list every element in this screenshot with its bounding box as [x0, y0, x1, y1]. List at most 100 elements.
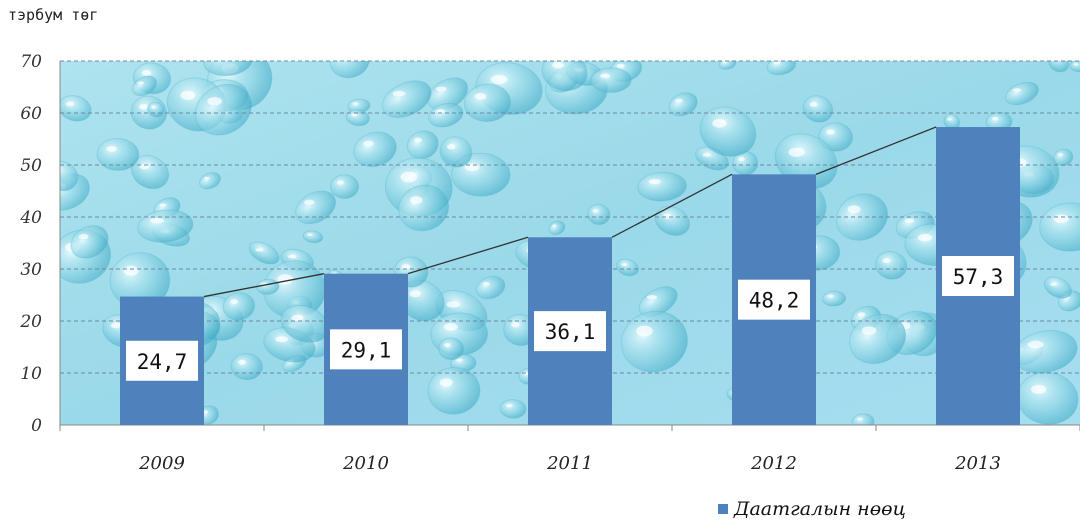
x-tick-label: 2013	[954, 453, 1001, 474]
droplet	[668, 92, 698, 117]
droplet-highlight	[506, 403, 513, 408]
droplet	[621, 310, 688, 373]
droplet-highlight	[456, 358, 463, 362]
y-tick-label: 70	[20, 52, 42, 72]
droplet-highlight	[738, 156, 745, 162]
droplet	[802, 95, 834, 123]
droplet	[822, 290, 847, 307]
droplet	[638, 286, 678, 317]
y-tick-label: 60	[20, 104, 42, 124]
x-tick-label: 2012	[750, 453, 797, 474]
droplet	[637, 171, 687, 202]
trend-segment	[407, 236, 529, 275]
data-label-box	[534, 311, 606, 352]
droplet	[194, 83, 252, 136]
droplet-highlight	[351, 113, 358, 117]
droplet	[699, 106, 757, 157]
droplet-highlight	[414, 137, 422, 143]
droplet-highlight	[552, 224, 557, 227]
y-tick-label: 50	[20, 156, 42, 176]
droplet-highlight	[1027, 340, 1044, 349]
droplet-highlight	[204, 176, 210, 180]
droplet	[439, 136, 473, 168]
droplet	[427, 366, 481, 415]
droplet	[616, 258, 639, 277]
droplet	[463, 83, 512, 122]
y-axis: 0 10 20 30 40 50 60 70	[19, 52, 61, 436]
trend-segment	[815, 126, 937, 175]
droplet-highlight	[106, 146, 117, 152]
droplet-highlight	[275, 336, 289, 343]
droplet-highlight	[592, 209, 599, 213]
droplet-highlight	[552, 61, 564, 69]
droplet-highlight	[1073, 63, 1079, 66]
droplet	[302, 230, 324, 244]
droplet-highlight	[788, 147, 805, 157]
droplet	[199, 172, 221, 190]
droplet-highlight	[151, 105, 156, 109]
y-tick-label: 10	[20, 364, 42, 384]
data-label-box	[126, 340, 198, 381]
droplet	[353, 131, 397, 168]
droplet	[541, 61, 588, 92]
droplet	[1069, 61, 1080, 73]
droplet	[499, 399, 527, 419]
droplet	[875, 251, 908, 280]
droplet-highlight	[648, 179, 661, 185]
droplet-highlight	[857, 312, 866, 317]
trend-line	[203, 126, 937, 298]
droplet-highlight	[712, 119, 727, 128]
droplet	[295, 190, 337, 225]
droplet	[590, 67, 632, 93]
legend: Даатгалын нөөц	[718, 498, 906, 520]
data-label-box	[330, 329, 402, 370]
droplet-highlight	[1058, 152, 1063, 156]
droplet	[818, 122, 854, 152]
x-tick-label: 2010	[342, 453, 389, 474]
y-tick-label: 0	[31, 416, 42, 436]
droplet-highlight	[78, 233, 89, 240]
droplet-highlight	[400, 171, 418, 183]
droplet-highlight	[511, 321, 520, 328]
droplet-highlight	[464, 163, 480, 172]
data-labels: 24,7 29,1 36,1 48,2 57,3	[126, 256, 1014, 381]
droplet-highlight	[352, 102, 359, 105]
droplet	[222, 292, 256, 321]
droplet-highlight	[917, 233, 933, 242]
data-label-box	[738, 279, 810, 320]
droplet-highlight	[141, 70, 152, 76]
droplet	[398, 184, 450, 232]
droplet	[345, 109, 370, 127]
data-label: 29,1	[341, 338, 392, 362]
droplet-highlight	[474, 92, 487, 100]
data-label-box	[942, 256, 1014, 297]
droplet	[548, 220, 566, 236]
droplet-highlight	[443, 322, 458, 331]
droplet-highlight	[65, 101, 75, 107]
droplet	[1053, 148, 1074, 167]
droplet-highlight	[303, 199, 315, 205]
droplet-highlight	[992, 116, 999, 121]
droplet-highlight	[636, 325, 653, 337]
droplet-highlight	[291, 314, 304, 322]
data-label: 24,7	[137, 350, 188, 374]
droplet-highlight	[137, 81, 144, 85]
x-axis: 2009 2010 2011 2012 2013	[59, 424, 1080, 474]
droplet-highlight	[447, 144, 456, 150]
droplet-highlight	[436, 109, 445, 114]
droplet	[406, 130, 439, 160]
droplet-highlight	[123, 265, 139, 276]
droplet-highlight	[207, 96, 222, 106]
droplet-highlight	[847, 205, 861, 214]
y-tick-label: 20	[19, 312, 42, 332]
droplet-highlight	[339, 52, 349, 58]
droplet-highlight	[392, 90, 406, 97]
droplet-highlight	[215, 54, 227, 59]
droplet	[587, 203, 611, 226]
droplet-highlight	[662, 213, 672, 219]
gridlines	[60, 60, 1080, 374]
droplet-highlight	[675, 98, 683, 103]
droplet-highlight	[139, 103, 148, 110]
droplet-highlight	[773, 61, 781, 65]
droplet	[475, 275, 506, 300]
